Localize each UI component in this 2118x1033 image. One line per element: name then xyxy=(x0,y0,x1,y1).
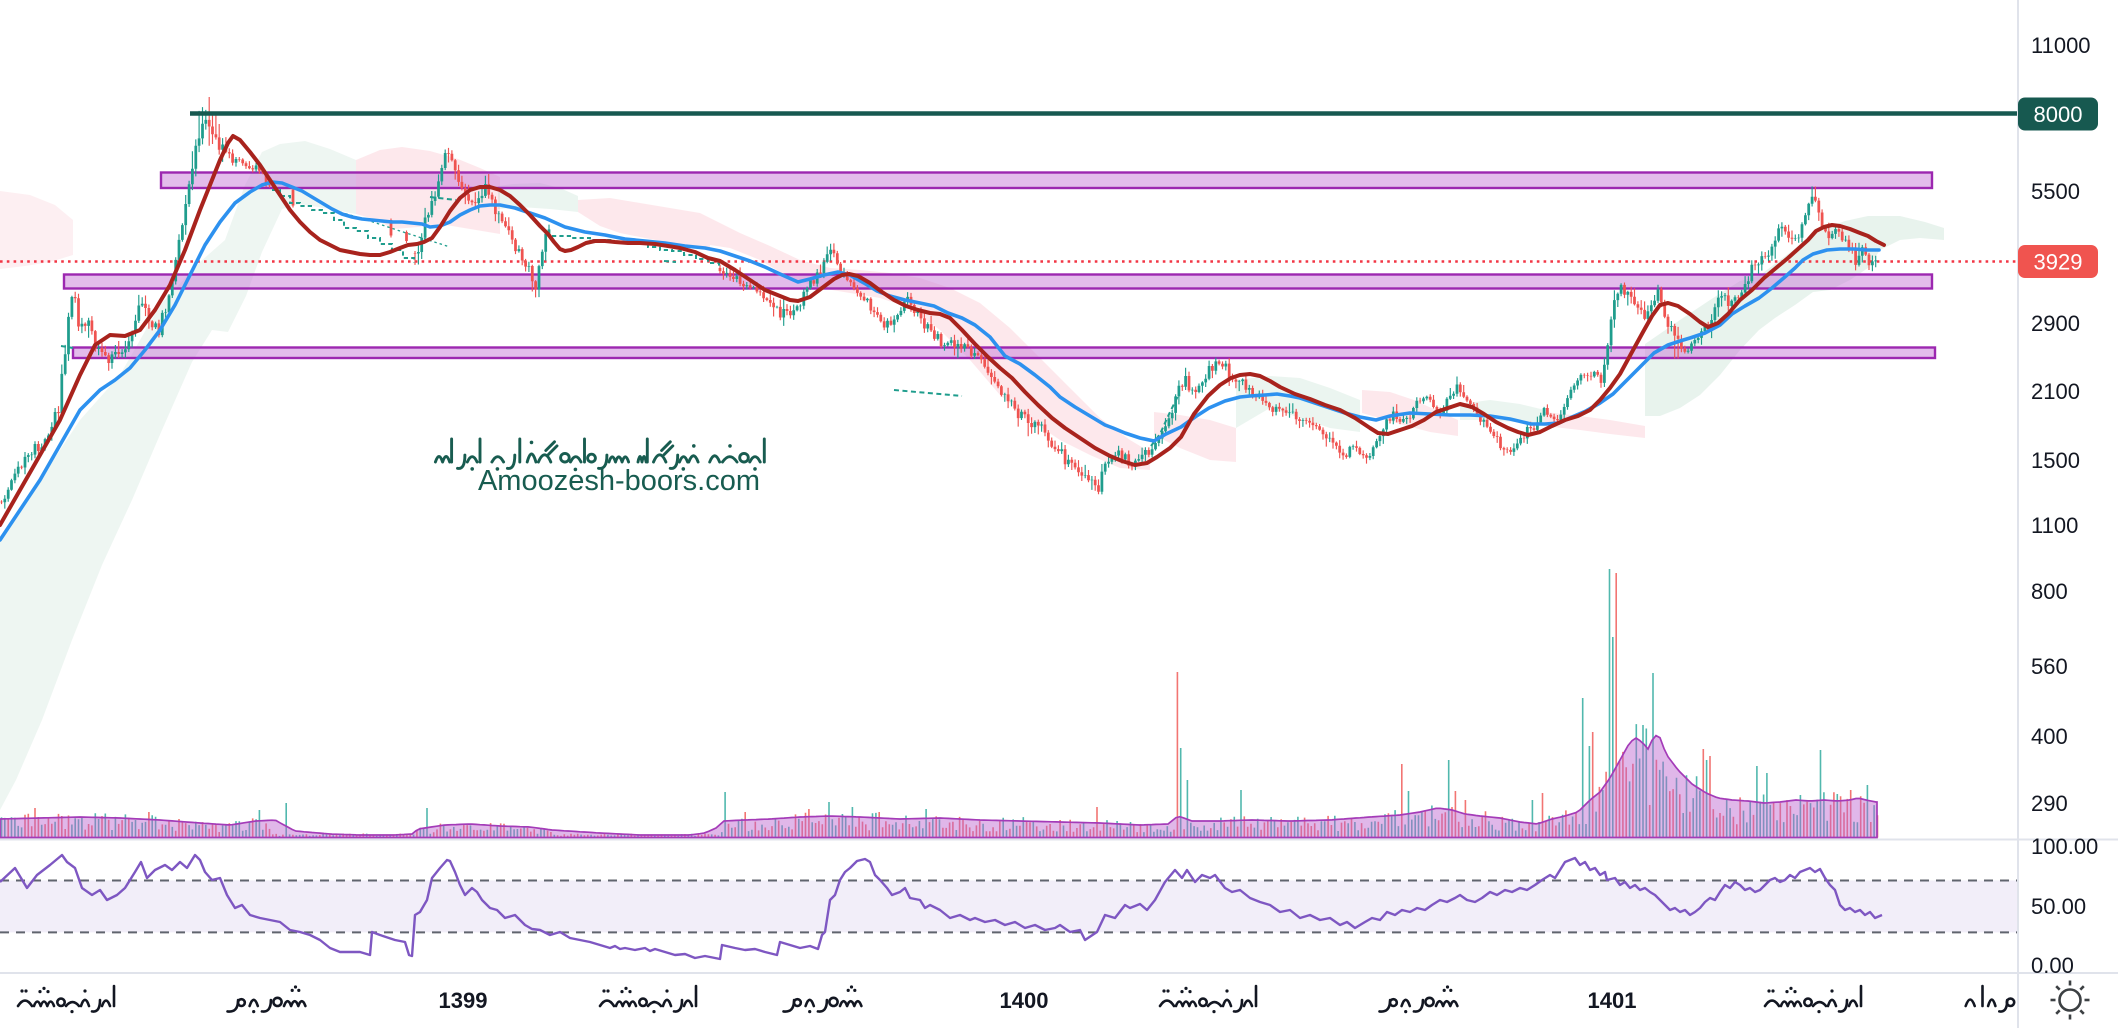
svg-text:1500: 1500 xyxy=(2031,448,2080,473)
svg-text:400: 400 xyxy=(2031,724,2068,749)
svg-text:1399: 1399 xyxy=(439,988,488,1013)
svg-text:2900: 2900 xyxy=(2031,311,2080,336)
svg-text:1401: 1401 xyxy=(1588,988,1637,1013)
svg-text:100.00: 100.00 xyxy=(2031,834,2098,859)
svg-text:Amoozesh-boors.com: Amoozesh-boors.com xyxy=(478,465,760,497)
svg-text:800: 800 xyxy=(2031,579,2068,604)
svg-text:3929: 3929 xyxy=(2034,250,2083,275)
svg-text:50.00: 50.00 xyxy=(2031,894,2086,919)
svg-text:5500: 5500 xyxy=(2031,179,2080,204)
svg-text:1400: 1400 xyxy=(1000,988,1049,1013)
svg-text:0.00: 0.00 xyxy=(2031,953,2074,978)
svg-text:290: 290 xyxy=(2031,791,2068,816)
svg-text:11000: 11000 xyxy=(2031,33,2091,58)
svg-text:8000: 8000 xyxy=(2034,102,2083,127)
svg-text:560: 560 xyxy=(2031,654,2068,679)
svg-text:2100: 2100 xyxy=(2031,379,2080,404)
svg-text:1100: 1100 xyxy=(2031,513,2078,538)
